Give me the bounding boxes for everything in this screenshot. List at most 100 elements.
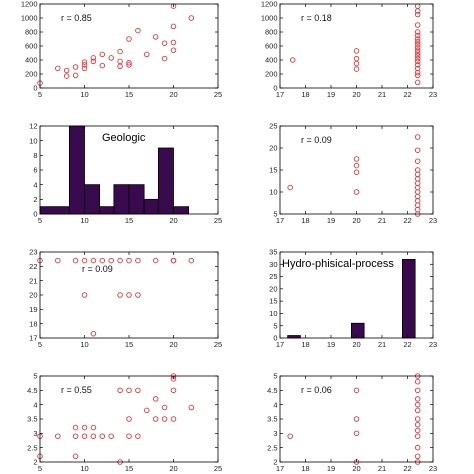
scatter-point xyxy=(126,416,132,422)
y-tick-label: 1000 xyxy=(261,14,278,23)
scatter-point xyxy=(170,387,177,394)
y-tick-label: 2 xyxy=(33,458,37,467)
x-tick-label: 20 xyxy=(169,90,177,99)
chart-panel-3: 5 10 15 20 25 0 2 4 6 8 10 12 Geologic xyxy=(29,122,222,225)
scatter-point xyxy=(414,53,421,59)
scatter-point xyxy=(135,387,141,394)
scatter-point xyxy=(414,44,421,51)
scatter-point xyxy=(99,257,106,264)
y-tick-label: 1000 xyxy=(21,14,38,23)
scatter-point xyxy=(353,430,360,437)
scatter-point xyxy=(117,63,123,70)
x-tick-label: 25 xyxy=(214,90,222,99)
scatter-point xyxy=(135,27,141,34)
x-tick-label: 5 xyxy=(38,340,42,349)
scatter-point xyxy=(414,189,421,195)
x-tick-label: 19 xyxy=(327,340,335,349)
scatter-point xyxy=(126,387,132,394)
scatter-point xyxy=(72,64,79,70)
y-tick-label: 25 xyxy=(269,272,277,281)
scatter-point xyxy=(414,202,421,208)
scatter-point xyxy=(90,55,97,61)
y-tick-label: 3 xyxy=(273,429,277,438)
chart-panel-6: 17 18 19 20 21 22 23 0 5 10 15 20 25 30 35 Hydro-phisic… xyxy=(269,248,437,349)
y-tick-label: 35 xyxy=(269,248,277,257)
scatter-point xyxy=(414,453,421,460)
scatter-point xyxy=(290,57,296,63)
scatter-point xyxy=(81,257,88,264)
scatter-point xyxy=(126,62,132,68)
scatter-point xyxy=(414,206,421,213)
scatter-point xyxy=(414,387,421,394)
chart-panel-8: 17 18 19 20 21 22 23 2 2.5 3 3.5 4 4.5 5 r = 0.06 xyxy=(267,372,437,473)
x-tick-label: 21 xyxy=(378,90,386,99)
chart-panel-5: 5 10 15 20 25 17 18 19 20 21 22 23 r = 0.09 xyxy=(29,248,222,349)
y-tick-label: 2.5 xyxy=(267,443,277,452)
x-tick-label: 19 xyxy=(327,90,335,99)
scatter-point xyxy=(414,79,421,86)
correlation-label: r = 0.09 xyxy=(82,264,113,274)
scatter-point xyxy=(126,292,132,298)
y-tick-label: 200 xyxy=(265,70,278,79)
panel-title: Geologic xyxy=(102,132,146,144)
y-tick-label: 17 xyxy=(29,334,37,343)
x-tick-label: 10 xyxy=(80,90,88,99)
y-tick-label: 3.5 xyxy=(267,415,277,424)
scatter-point xyxy=(152,257,159,264)
scatter-point xyxy=(353,387,360,394)
x-tick-label: 21 xyxy=(378,464,386,473)
x-tick-label: 22 xyxy=(403,340,411,349)
scatter-point xyxy=(414,444,421,451)
histogram-bar xyxy=(401,258,416,339)
scatter-point xyxy=(99,62,106,69)
scatter-point xyxy=(353,162,360,169)
x-tick-label: 18 xyxy=(301,340,309,349)
scatter-point xyxy=(414,433,421,439)
y-tick-label: 4 xyxy=(273,400,277,409)
scatter-point xyxy=(90,58,97,65)
y-tick-label: 800 xyxy=(265,28,278,37)
scatter-point xyxy=(414,3,421,9)
scatter-point xyxy=(55,65,61,72)
scatter-point xyxy=(414,378,421,385)
scatter-point xyxy=(161,55,168,62)
y-tick-label: 20 xyxy=(269,284,277,293)
correlation-label: r = 0.55 xyxy=(61,385,92,395)
scatter-point xyxy=(90,330,97,337)
scatter-point xyxy=(126,257,132,264)
x-tick-label: 20 xyxy=(169,464,177,473)
scatter-point xyxy=(117,292,123,298)
scatter-point xyxy=(188,15,195,21)
histogram-bar xyxy=(113,184,130,215)
y-tick-label: 2.5 xyxy=(27,443,37,452)
scatter-point xyxy=(414,29,421,35)
scatter-point xyxy=(90,257,97,264)
scatter-point xyxy=(170,23,177,30)
x-tick-label: 23 xyxy=(429,340,437,349)
y-tick-label: 0 xyxy=(33,84,37,93)
scatter-point xyxy=(188,257,195,264)
scatter-point xyxy=(414,421,421,428)
x-tick-label: 18 xyxy=(301,90,309,99)
scatter-point xyxy=(414,171,421,178)
y-tick-label: 3.5 xyxy=(27,415,37,424)
scatter-point xyxy=(161,404,168,411)
scatter-point xyxy=(152,34,159,40)
scatter-point xyxy=(126,36,132,42)
scatter-point xyxy=(353,60,360,67)
scatter-point xyxy=(152,396,159,402)
y-tick-label: 1200 xyxy=(261,0,278,9)
x-tick-label: 5 xyxy=(38,90,42,99)
y-tick-label: 6 xyxy=(33,166,37,175)
scatter-point xyxy=(117,257,123,264)
x-tick-label: 17 xyxy=(276,464,284,473)
y-tick-label: 5 xyxy=(273,210,277,219)
scatter-point xyxy=(161,40,168,46)
y-tick-label: 600 xyxy=(265,42,278,51)
y-tick-label: 10 xyxy=(269,309,277,318)
histogram-bar xyxy=(68,125,85,215)
scatter-point xyxy=(72,433,79,439)
scatter-point xyxy=(414,36,421,42)
y-tick-label: 20 xyxy=(29,291,37,300)
histogram-bar xyxy=(157,147,174,215)
